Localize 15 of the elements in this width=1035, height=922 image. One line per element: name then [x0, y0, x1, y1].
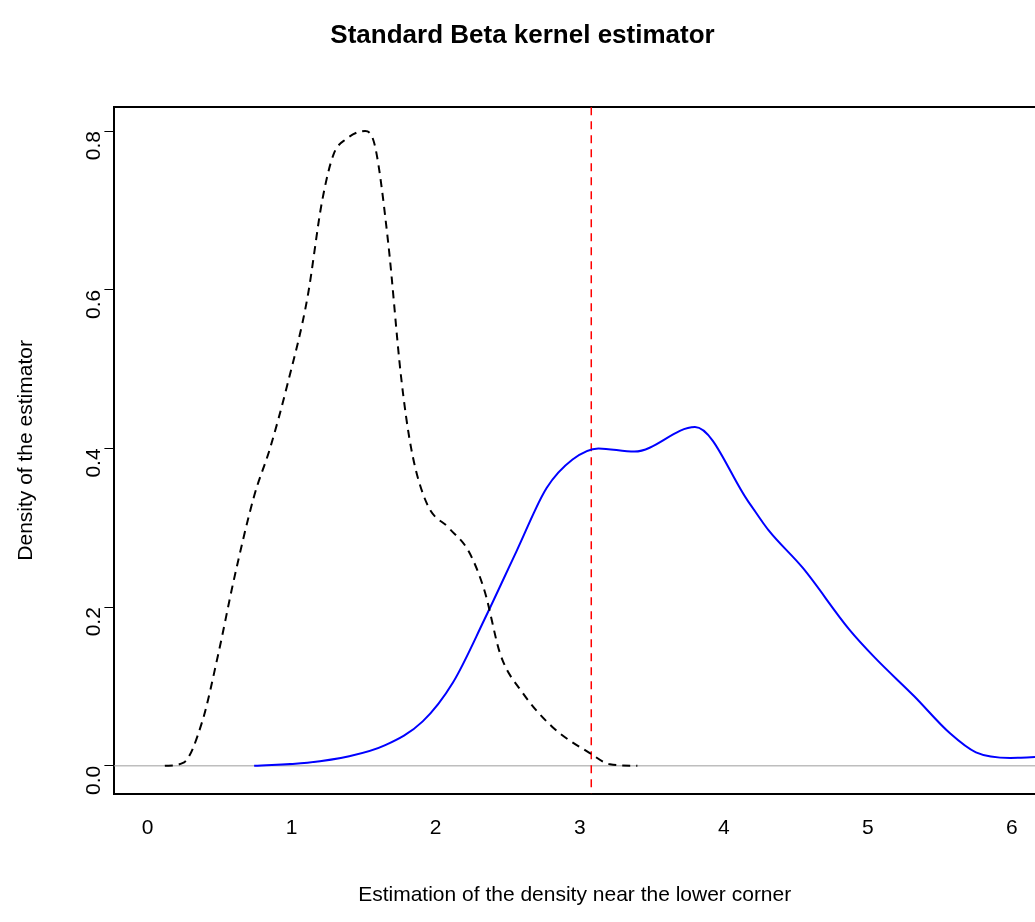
x-tick-label: 3	[573, 815, 586, 838]
y-tick-label: 0.4	[81, 448, 105, 478]
y-tick-label: 0.8	[81, 131, 105, 161]
y-axis-title: Density of the estimator	[13, 340, 37, 561]
x-tick-label: 6	[1006, 815, 1018, 838]
chart-title: Standard Beta kernel estimator	[330, 18, 715, 49]
x-tick-label: 1	[285, 815, 298, 838]
x-tick-label: 0	[141, 815, 154, 838]
x-axis-title: Estimation of the density near the lower corner	[358, 882, 792, 906]
x-tick-label: 5	[862, 815, 874, 838]
y-tick-label: 0.0	[81, 765, 105, 796]
x-tick-label: 4	[717, 815, 730, 838]
x-tick-label: 2	[429, 815, 442, 838]
y-tick-label: 0.6	[81, 289, 105, 319]
y-tick-label: 0.2	[81, 607, 105, 637]
